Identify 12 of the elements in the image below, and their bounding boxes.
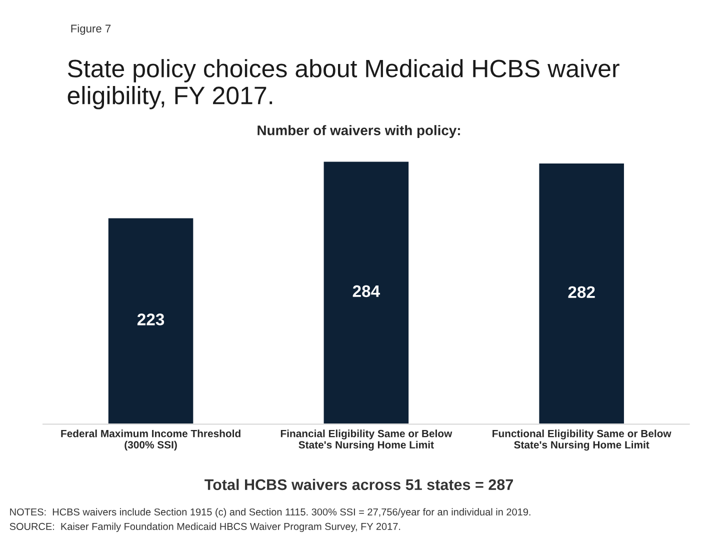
text: Total HCBS waivers across 51 states = 287 <box>204 478 513 490</box>
data-label: 282 <box>568 286 595 298</box>
x-tick-label: Functional Eligibility Same or Below State's Nursing Home Limit <box>492 430 672 451</box>
source-note: SOURCE: Kaiser Family Foundation Medicaid HBCS Waiver Program Survey, FY 2017. <box>10 522 400 532</box>
text: NOTES: HCBS waivers include Section 1915 (c) and Section 1115. 300% SSI = 27,756/year for an individual in 2019. <box>10 508 530 518</box>
x-tick-label: Financial Eligibility Same or Below State's Nursing Home Limit <box>280 430 452 451</box>
caption: Figure 7 <box>71 24 111 35</box>
data-label: 223 <box>137 314 164 326</box>
data-label: 284 <box>352 285 380 298</box>
x-tick-label: Federal Maximum Income Threshold (300% SSI) <box>61 430 240 451</box>
chart-title: State policy choices about Medicaid HCBS waiver eligibility, FY 2017. <box>68 59 620 110</box>
chart-subtitle: Number of waivers with policy: <box>258 125 460 138</box>
